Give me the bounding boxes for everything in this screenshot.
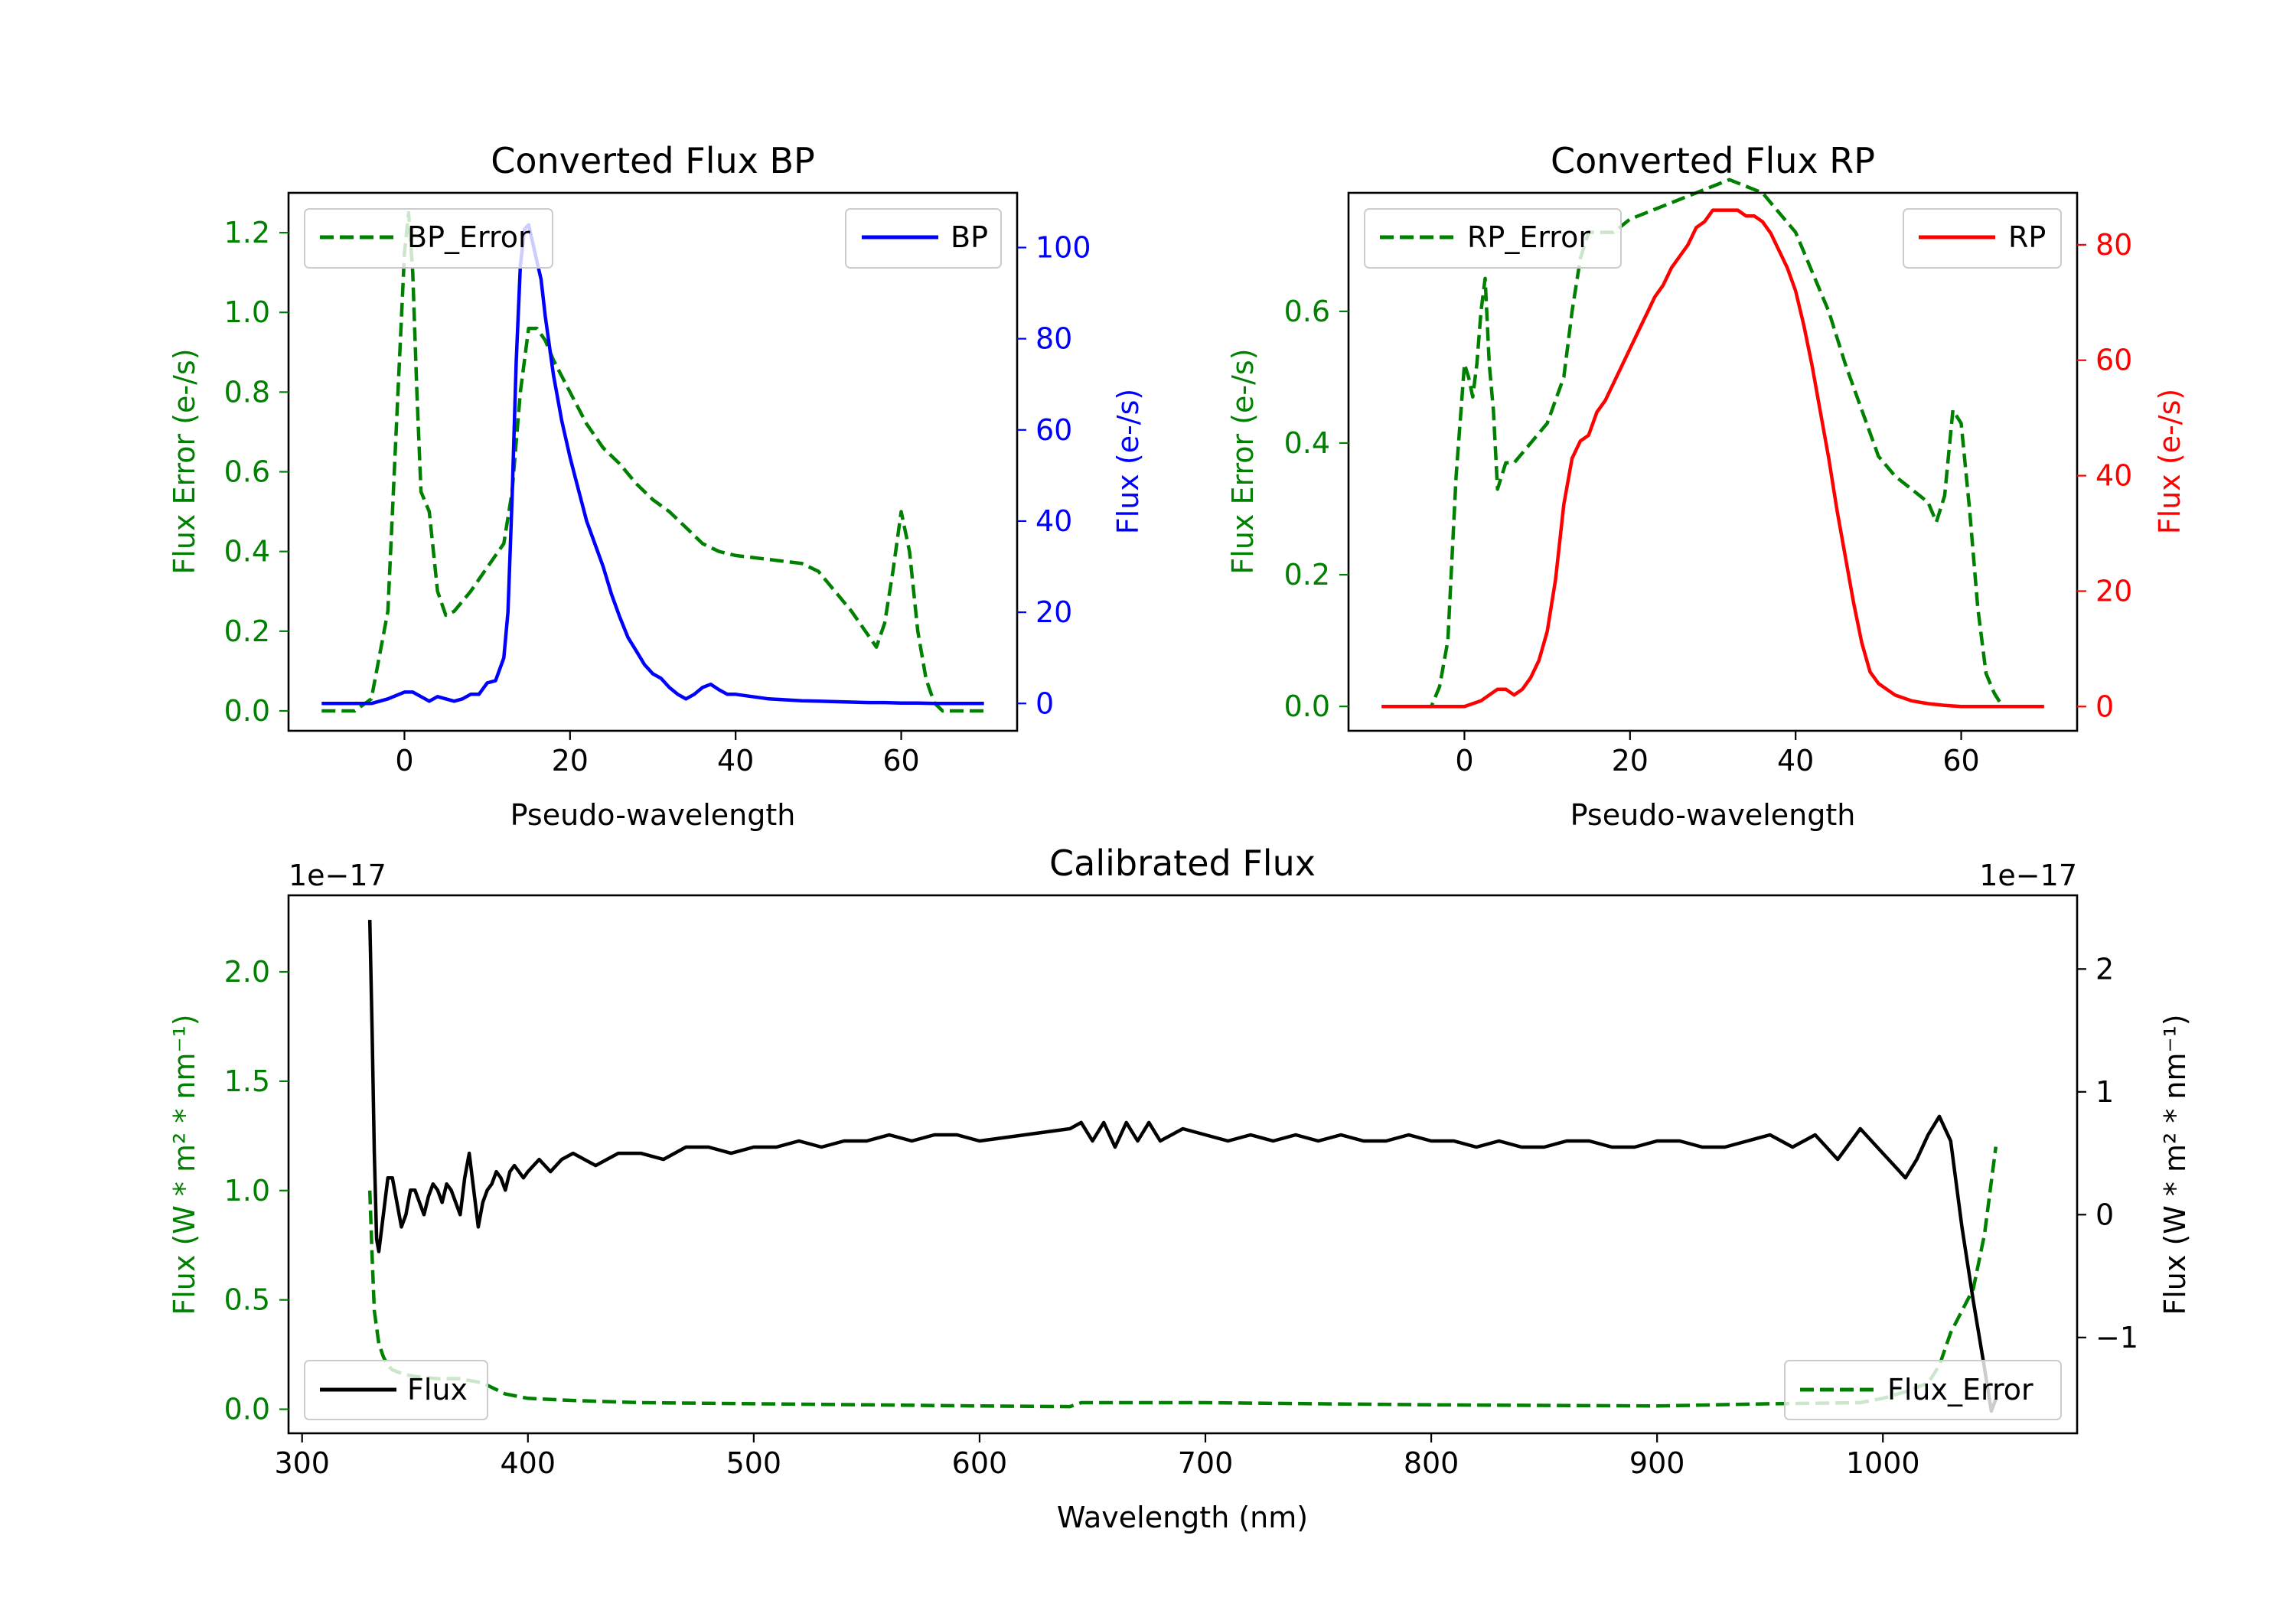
rp-legend-label: RP: [2008, 220, 2046, 254]
rp-xtick-label: 0: [1455, 744, 1473, 777]
cal-ylabel-right: Flux (W * m² * nm⁻¹): [2158, 1014, 2192, 1315]
cal-xtick-label: 800: [1404, 1446, 1459, 1480]
rp-ylabel-left: Flux Error (e-/s): [1226, 348, 1260, 574]
bp-series-bp-line: [321, 223, 984, 706]
cal-xtick-label: 600: [952, 1446, 1008, 1480]
cal-ytick-right-label: 2: [2095, 952, 2114, 986]
bp-ytick-left-label: 0.6: [224, 455, 270, 489]
rp-xtick-label: 40: [1777, 744, 1814, 777]
rp-ytick-right-label: 80: [2095, 228, 2132, 262]
rp-panel: Converted Flux RP 0 20 40 60 0.0 0.2 0.4 0.6 0…: [1226, 140, 2187, 832]
bp-ytick-left-label: 0.4: [224, 535, 270, 569]
rp-legend-left: RP_Error: [1364, 208, 1622, 269]
bp-legend-right: BP: [845, 208, 1002, 269]
bp-ytick-right-label: 40: [1035, 504, 1072, 538]
rp-plot-area: [1381, 178, 2044, 709]
bp-ytick-right-label: 100: [1035, 230, 1091, 264]
bp-xtick-label: 20: [552, 744, 589, 777]
rp-ytick-right-label: 60: [2095, 344, 2132, 377]
cal-ytick-left-label: 0.5: [224, 1283, 270, 1317]
cal-right-axis: −1 0 1 2: [2077, 952, 2138, 1354]
cal-xtick-label: 900: [1629, 1446, 1685, 1480]
bp-ytick-right-label: 20: [1035, 595, 1072, 629]
cal-ytick-left-label: 1.5: [224, 1064, 270, 1098]
cal-frame: [287, 894, 2079, 1435]
cal-ytick-right-label: 0: [2095, 1198, 2114, 1231]
bp-frame: [287, 191, 1019, 732]
bp-xlabel: Pseudo-wavelength: [510, 798, 796, 832]
cal-legend-right: Flux_Error: [1784, 1360, 2062, 1420]
bp-xtick-label: 60: [882, 744, 919, 777]
bp-ytick-left-label: 0.8: [224, 375, 270, 409]
rp-x-axis: 0 20 40 60: [1455, 731, 1980, 777]
bp-xtick-label: 0: [395, 744, 413, 777]
rp-xtick-label: 60: [1942, 744, 1979, 777]
bp-ytick-right-label: 0: [1035, 686, 1054, 720]
cal-ytick-right-label: −1: [2095, 1321, 2138, 1354]
rp-ylabel-right: Flux (e-/s): [2153, 389, 2187, 534]
cal-ytick-right-label: 1: [2095, 1075, 2114, 1109]
rp-ytick-left-label: 0.4: [1284, 426, 1330, 460]
bp-ytick-right-label: 80: [1035, 322, 1072, 356]
rp-series-rp-error-line: [1381, 178, 2044, 709]
cal-ytick-left-label: 2.0: [224, 955, 270, 989]
cal-series-flux-line: [367, 920, 1998, 1413]
bp-right-axis: 0 20 40 60 80 100: [1017, 230, 1091, 720]
bp-ytick-left-label: 1.2: [224, 216, 270, 249]
cal-flux-legend-label: Flux: [407, 1373, 468, 1407]
cal-ytick-left-label: 0.0: [224, 1393, 270, 1426]
cal-ylabel-left: Flux (W * m² * nm⁻¹): [168, 1014, 201, 1315]
rp-frame: [1347, 191, 2079, 732]
cal-error-legend-label: Flux_Error: [1887, 1373, 2033, 1407]
rp-ytick-left-label: 0.6: [1284, 295, 1330, 328]
bp-left-axis: 0.0 0.2 0.4 0.6 0.8 1.0 1.2: [224, 216, 289, 728]
rp-series-rp-line: [1381, 208, 2044, 709]
cal-legend-left: Flux: [304, 1360, 488, 1420]
bp-title: Converted Flux BP: [491, 140, 815, 181]
rp-xlabel: Pseudo-wavelength: [1570, 798, 1856, 832]
rp-xtick-label: 20: [1612, 744, 1649, 777]
bp-plot-area: [321, 210, 984, 713]
bp-series-bp-error-line: [321, 210, 984, 713]
cal-xtick-label: 700: [1178, 1446, 1234, 1480]
cal-xtick-label: 400: [501, 1446, 556, 1480]
rp-ytick-left-label: 0.0: [1284, 689, 1330, 723]
bp-panel: Converted Flux BP 0 20 40 60 0.00.20.40.60.…: [168, 140, 1145, 832]
rp-left-axis: 0.0 0.2 0.4 0.6: [1284, 295, 1349, 723]
cal-x-axis: 300 400 500 600 700 800 900 1000: [274, 1433, 1920, 1480]
bp-error-legend-label: BP_Error: [407, 220, 530, 254]
bp-legend-left: BP_Error: [304, 208, 553, 269]
cal-xtick-label: 500: [726, 1446, 782, 1480]
bp-xtick-label: 40: [717, 744, 754, 777]
rp-ytick-left-label: 0.2: [1284, 558, 1330, 592]
bp-x-axis: 0 20 40 60: [395, 731, 920, 777]
cal-ytick-left-label: 1.0: [224, 1174, 270, 1208]
bp-ytick-left-label: 0.2: [224, 614, 270, 648]
cal-panel: Calibrated Flux 300 400 500 600 700 800 900 100…: [168, 843, 2192, 1534]
cal-xtick-label: 300: [274, 1446, 330, 1480]
cal-offset-right: 1e−17: [1979, 859, 2077, 892]
rp-error-legend-label: RP_Error: [1467, 220, 1590, 254]
rp-legend-right: RP: [1903, 208, 2062, 269]
rp-ytick-right-label: 40: [2095, 459, 2132, 493]
bp-ytick-right-label: 60: [1035, 413, 1072, 447]
cal-xtick-label: 1000: [1846, 1446, 1920, 1480]
cal-title: Calibrated Flux: [1049, 843, 1316, 884]
cal-xlabel: Wavelength (nm): [1057, 1501, 1308, 1534]
rp-right-axis: 0 20 40 60 80: [2077, 228, 2132, 723]
rp-title: Converted Flux RP: [1551, 140, 1875, 181]
cal-offset-left: 1e−17: [289, 859, 386, 892]
cal-left-axis: 0.0 0.5 1.0 1.5 2.0: [224, 955, 289, 1426]
bp-ytick-left-label: 0.0: [224, 694, 270, 728]
bp-ylabel-right: Flux (e-/s): [1111, 389, 1145, 534]
rp-ytick-right-label: 20: [2095, 574, 2132, 608]
bp-ytick-left-label: 1.0: [224, 295, 270, 329]
bp-legend-label: BP: [951, 220, 988, 254]
bp-ylabel-left: Flux Error (e-/s): [168, 348, 201, 574]
rp-ytick-right-label: 0: [2095, 689, 2114, 723]
